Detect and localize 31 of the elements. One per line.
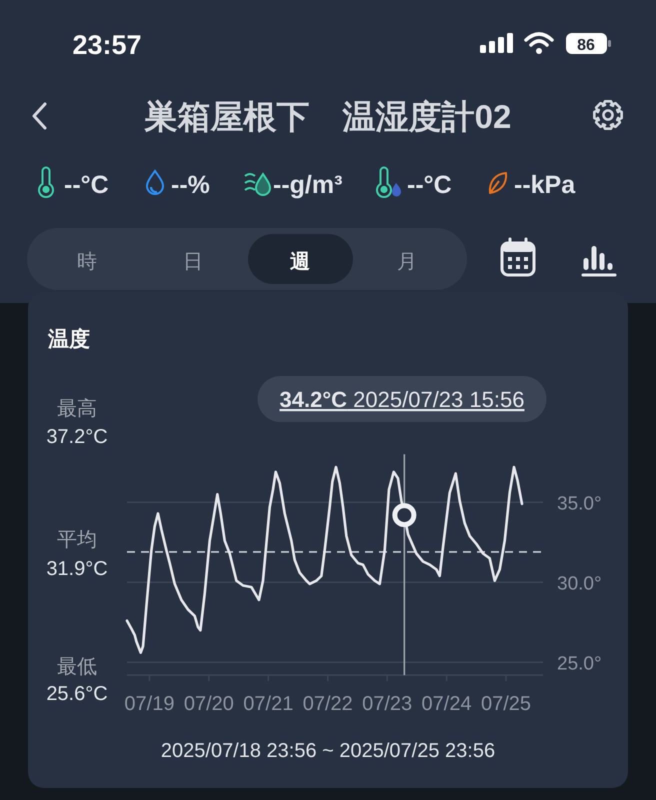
text: 2025/07/18 23:56 ~ 2025/07/25 23:56 bbox=[160, 740, 496, 762]
chart-subtitle: 温度 bbox=[47, 327, 90, 351]
x-tick-label: 07/19 bbox=[124, 693, 174, 715]
text: --g/m³ bbox=[273, 171, 342, 199]
x-tick-label: 07/24 bbox=[422, 693, 472, 715]
text: --°C bbox=[407, 171, 452, 199]
x-tick-label: 07/20 bbox=[184, 693, 234, 715]
text: 日 bbox=[183, 251, 203, 273]
text: 37.2°C bbox=[46, 426, 108, 448]
chart-title: 巣箱屋根下 温湿度計02 bbox=[144, 98, 512, 135]
text: 23:57 bbox=[72, 30, 142, 60]
text: --% bbox=[171, 171, 210, 199]
y-tick-label: 30.0° bbox=[557, 573, 602, 594]
text: 最高 bbox=[57, 397, 97, 420]
y-tick-label: 35.0° bbox=[557, 493, 602, 514]
x-tick-label: 07/21 bbox=[243, 693, 294, 715]
x-tick-label: 07/23 bbox=[362, 693, 412, 715]
x-tick-label: 07/25 bbox=[480, 693, 532, 715]
y-tick-label: 25.0° bbox=[557, 653, 602, 674]
text: 25.6°C bbox=[46, 683, 108, 705]
text: --kPa bbox=[514, 171, 576, 199]
text: 平均 bbox=[57, 529, 97, 551]
text: 31.9°C bbox=[46, 558, 108, 580]
text: 86 bbox=[577, 37, 595, 54]
text: --°C bbox=[64, 171, 109, 199]
text: 最低 bbox=[57, 656, 97, 678]
text: 時 bbox=[77, 251, 97, 273]
text: 週 bbox=[289, 251, 310, 273]
x-tick-label: 07/22 bbox=[302, 693, 353, 715]
text: 月 bbox=[397, 251, 417, 273]
text: 34.2°C 2025/07/23 15:56 bbox=[280, 387, 524, 412]
